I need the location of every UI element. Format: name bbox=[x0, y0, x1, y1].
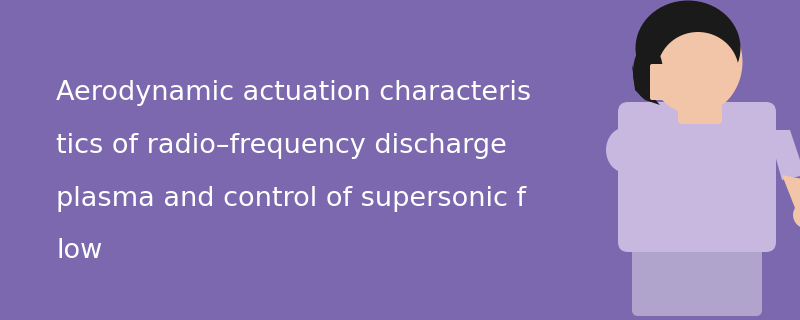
Text: Aerodynamic actuation characteris: Aerodynamic actuation characteris bbox=[56, 80, 531, 106]
Text: plasma and control of supersonic f: plasma and control of supersonic f bbox=[56, 186, 526, 212]
FancyBboxPatch shape bbox=[650, 64, 709, 100]
FancyBboxPatch shape bbox=[618, 102, 776, 252]
Ellipse shape bbox=[657, 32, 739, 112]
Ellipse shape bbox=[633, 44, 663, 100]
Polygon shape bbox=[632, 65, 660, 105]
Ellipse shape bbox=[647, 10, 742, 115]
Ellipse shape bbox=[793, 201, 800, 229]
Polygon shape bbox=[782, 175, 800, 208]
Text: low: low bbox=[56, 238, 102, 264]
Ellipse shape bbox=[635, 1, 741, 95]
Polygon shape bbox=[768, 130, 800, 180]
Text: tics of radio–frequency discharge: tics of radio–frequency discharge bbox=[56, 133, 507, 159]
FancyBboxPatch shape bbox=[632, 234, 762, 316]
FancyBboxPatch shape bbox=[678, 66, 722, 124]
Ellipse shape bbox=[606, 127, 644, 172]
